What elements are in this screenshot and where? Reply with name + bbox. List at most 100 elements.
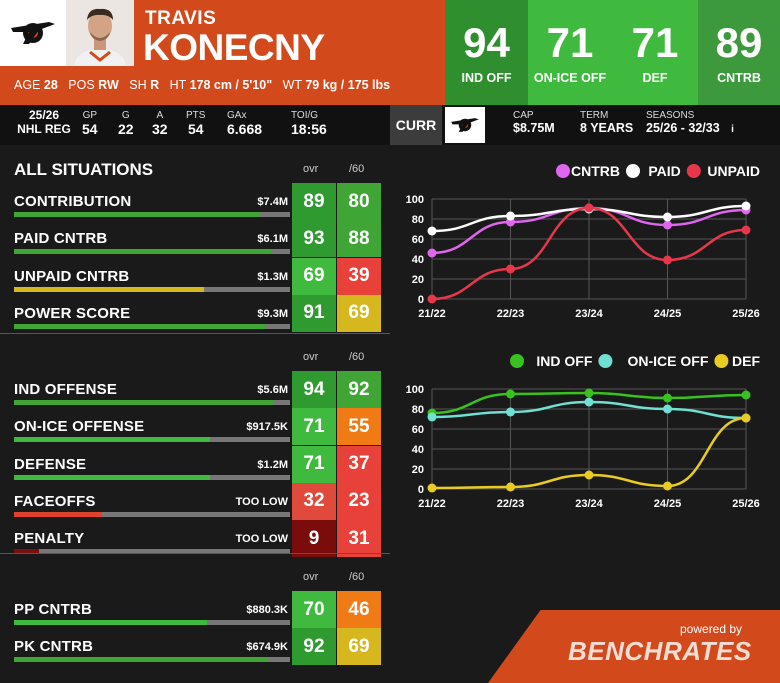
- data-point: [506, 264, 515, 274]
- legend-swatch: [510, 354, 524, 368]
- rating-money: $7.4M: [257, 196, 288, 208]
- column-header-per60: /60: [349, 163, 365, 175]
- rating-money: $6.1M: [257, 233, 288, 246]
- rating-bar-fill: [14, 657, 268, 663]
- x-tick-label: 23/24: [575, 308, 603, 320]
- rating-label: IND OFFENSE: [14, 381, 118, 398]
- team-logo-icon: [0, 0, 66, 66]
- rating-row: POWER SCORE $9.3M 91 69: [0, 294, 390, 332]
- data-point: [427, 483, 437, 493]
- legend-swatch: [556, 164, 570, 178]
- y-tick-label: 80: [412, 404, 424, 416]
- rating-bar-fill: [14, 400, 274, 405]
- x-tick-label: 25/26: [732, 308, 760, 320]
- rating-money: $880.3K: [246, 604, 288, 616]
- y-tick-label: 20: [412, 464, 424, 476]
- per60-cell: 69: [337, 628, 381, 666]
- ovr-cell: 70: [292, 591, 336, 628]
- x-tick-label: 21/22: [418, 308, 446, 320]
- header-stat-label: ON-ICE OFF: [533, 70, 607, 85]
- data-point: [427, 294, 437, 304]
- y-tick-label: 40: [412, 254, 424, 266]
- y-tick-label: 40: [412, 444, 424, 456]
- info-icon[interactable]: i: [731, 124, 734, 135]
- rating-money: $917.5K: [246, 421, 288, 434]
- rating-row: PENALTY TOO LOW 9 31: [0, 520, 390, 558]
- rating-money: $1.2M: [257, 458, 288, 471]
- contract-seasons: SEASONS 25/26 - 32/33 i: [646, 110, 734, 135]
- player-last-name: KONECNY: [143, 27, 325, 68]
- ovr-cell: 93: [292, 220, 336, 258]
- y-tick-label: 0: [418, 484, 424, 496]
- ovr-cell: 9: [292, 520, 336, 558]
- x-tick-label: 21/22: [418, 498, 446, 510]
- rating-row: IND OFFENSE $5.6M 94 92: [0, 371, 390, 408]
- stat-value: 18:56: [291, 121, 327, 137]
- player-bio: AGE 28 POS RW SH R HT 178 cm / 5'10" WT …: [14, 78, 397, 92]
- y-tick-label: 60: [412, 424, 424, 436]
- per60-cell: 55: [337, 408, 381, 446]
- header-stat-value: 71: [631, 18, 679, 66]
- rating-label: PK CNTRB: [14, 638, 94, 656]
- contract-team-logo-icon: [445, 107, 485, 143]
- rating-bar-fill: [14, 437, 210, 443]
- data-point: [584, 203, 594, 213]
- rating-row: PP CNTRB $880.3K 70 46: [0, 591, 390, 628]
- x-tick-label: 22/23: [497, 498, 525, 510]
- stat-value: 54: [187, 121, 204, 137]
- header-stat-def: 71 DEF: [612, 0, 698, 105]
- y-tick-label: 20: [412, 274, 424, 286]
- rating-bar-fill: [14, 620, 208, 625]
- data-point: [584, 397, 594, 407]
- data-point: [427, 412, 437, 422]
- wt-value: 79 kg / 175 lbs: [305, 78, 391, 92]
- rating-bar-fill: [14, 323, 266, 329]
- rating-row: CONTRIBUTION $7.4M 89 80: [0, 183, 390, 220]
- rating-money: TOO LOW: [235, 495, 288, 508]
- data-point: [663, 481, 672, 491]
- stat-value: 22: [118, 121, 134, 137]
- rating-row: ON-ICE OFFENSE $917.5K 71 55: [0, 408, 390, 446]
- data-point: [506, 389, 515, 399]
- ht-label: HT: [169, 78, 187, 92]
- legend-label: PAID: [648, 163, 680, 179]
- contract-value: 25/26 - 32/33: [646, 121, 720, 135]
- player-photo: [66, 0, 134, 66]
- header-stat-label: CNTRB: [717, 70, 761, 85]
- data-point: [506, 211, 515, 221]
- rating-money: $9.3M: [257, 307, 288, 320]
- rating-label: CONTRIBUTION: [14, 193, 132, 210]
- header-stat-value: 94: [463, 18, 510, 66]
- column-header-ovr: ovr: [303, 163, 319, 175]
- x-tick-label: 25/26: [732, 498, 760, 510]
- legend-label: CNTRB: [571, 163, 620, 179]
- season-league: NHL REG: [17, 122, 71, 136]
- data-point: [663, 404, 672, 414]
- ovr-cell: 91: [292, 294, 336, 332]
- rating-label: POWER SCORE: [14, 304, 131, 322]
- x-tick-label: 22/23: [497, 308, 525, 320]
- per60-cell: 80: [337, 183, 381, 220]
- powered-by-text: powered by: [680, 622, 743, 636]
- rating-row: PAID CNTRB $6.1M 93 88: [0, 220, 390, 258]
- rating-bar-fill: [14, 474, 210, 480]
- ovr-cell: 94: [292, 371, 336, 408]
- rating-money: $1.3M: [257, 270, 288, 283]
- x-tick-label: 23/24: [575, 498, 603, 510]
- data-point: [741, 413, 751, 423]
- per60-cell: 46: [337, 591, 381, 628]
- rating-label: FACEOFFS: [14, 492, 96, 510]
- ovr-cell: 89: [292, 183, 336, 220]
- stat-value: 32: [152, 121, 168, 137]
- stat-a: A 32: [152, 110, 168, 137]
- rating-label: PENALTY: [14, 530, 85, 548]
- stat-toi: TOI/G 18:56: [291, 110, 327, 137]
- contract-term: TERM 8 YEARS: [580, 110, 633, 135]
- pos-value: RW: [98, 78, 119, 92]
- rating-row: FACEOFFS TOO LOW 32 23: [0, 482, 390, 520]
- rating-bar-fill: [14, 249, 271, 255]
- section-divider: [0, 553, 390, 554]
- rating-label: ON-ICE OFFENSE: [14, 418, 145, 436]
- y-tick-label: 0: [418, 294, 424, 306]
- season-year: 25/26: [28, 108, 60, 122]
